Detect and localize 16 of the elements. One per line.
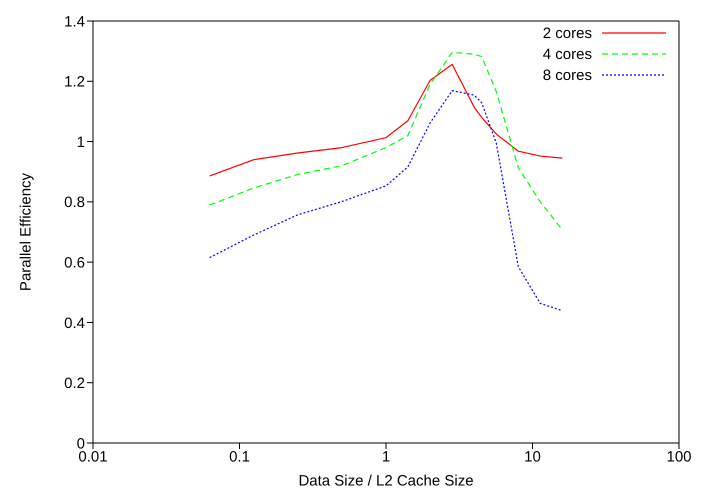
y-tick-label: 0.6 <box>64 254 85 272</box>
x-tick-label: 1 <box>382 448 390 466</box>
y-axis-title: Parallel Efficiency <box>17 172 34 292</box>
y-tick-label: 0.8 <box>64 194 85 212</box>
y-tick-label: 1 <box>76 134 85 151</box>
x-tick-label: 100 <box>666 448 692 466</box>
legend-label: 8 cores <box>542 67 592 84</box>
x-tick-label: 0.1 <box>229 448 250 466</box>
x-axis-title: Data Size / L2 Cache Size <box>298 472 474 490</box>
y-tick-label: 1.2 <box>64 74 85 91</box>
y-tick-label: 0.4 <box>64 314 85 332</box>
y-tick-label: 1.4 <box>64 13 85 30</box>
x-tick-label: 10 <box>524 448 541 466</box>
y-tick-label: 0.2 <box>64 375 85 392</box>
legend-label: 4 cores <box>542 46 592 63</box>
legend-label: 2 cores <box>542 25 592 42</box>
